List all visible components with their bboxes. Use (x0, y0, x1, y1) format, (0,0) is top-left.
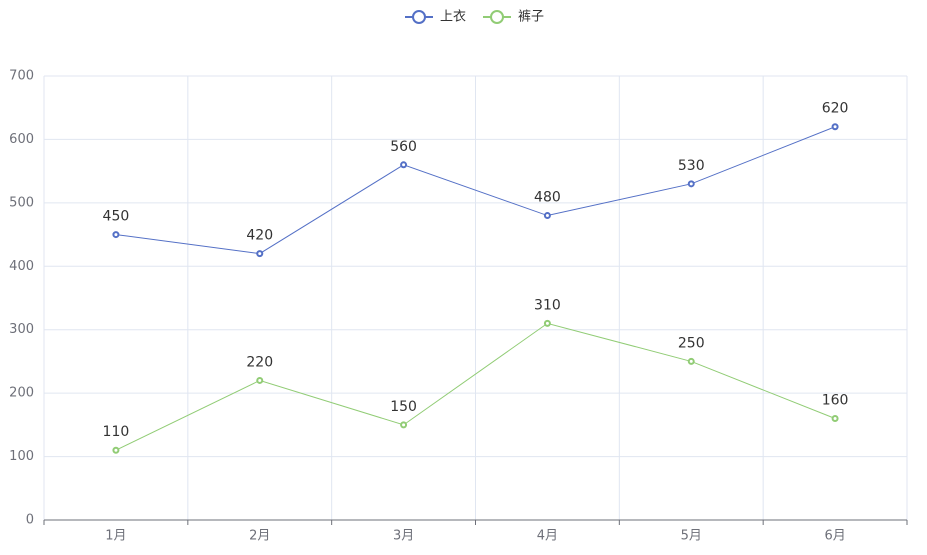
y-tick-label: 100 (9, 449, 34, 464)
data-label: 220 (246, 354, 273, 370)
point (112, 446, 120, 454)
legend-label: 裤子 (518, 10, 544, 25)
legend-label: 上衣 (440, 9, 466, 25)
data-label: 160 (822, 393, 849, 409)
data-label: 450 (103, 209, 130, 225)
y-tick-label: 600 (9, 132, 34, 147)
data-label: 620 (822, 101, 849, 117)
x-tick-label: 6月 (824, 529, 845, 544)
x-tick-label: 5月 (681, 529, 702, 544)
y-tick-label: 700 (9, 69, 34, 84)
y-tick-label: 400 (9, 259, 34, 274)
x-tick-label: 1月 (105, 529, 126, 544)
point (831, 415, 839, 423)
data-label: 250 (678, 335, 705, 351)
point (687, 357, 695, 365)
data-label: 480 (534, 190, 561, 206)
point (256, 376, 264, 384)
point (256, 250, 264, 258)
series-line (115, 126, 836, 255)
point (831, 123, 839, 131)
x-tick-label: 3月 (393, 529, 414, 544)
x-tick-label: 4月 (537, 529, 558, 544)
point (687, 180, 695, 188)
legend-marker (412, 10, 426, 24)
series-line (115, 322, 836, 451)
legend-marker (490, 10, 504, 24)
point (112, 231, 120, 239)
point (543, 212, 551, 220)
point (400, 421, 408, 429)
y-tick-label: 200 (9, 386, 34, 401)
y-tick-label: 500 (9, 195, 34, 210)
data-label: 110 (103, 424, 130, 440)
data-label: 310 (534, 297, 561, 313)
y-tick-label: 0 (26, 513, 34, 528)
data-label: 560 (390, 139, 417, 155)
y-tick-label: 300 (9, 322, 34, 337)
data-label: 420 (246, 228, 273, 244)
point (543, 319, 551, 327)
data-label: 150 (390, 399, 417, 415)
x-tick-label: 2月 (249, 529, 270, 544)
data-label: 530 (678, 158, 705, 174)
point (400, 161, 408, 169)
